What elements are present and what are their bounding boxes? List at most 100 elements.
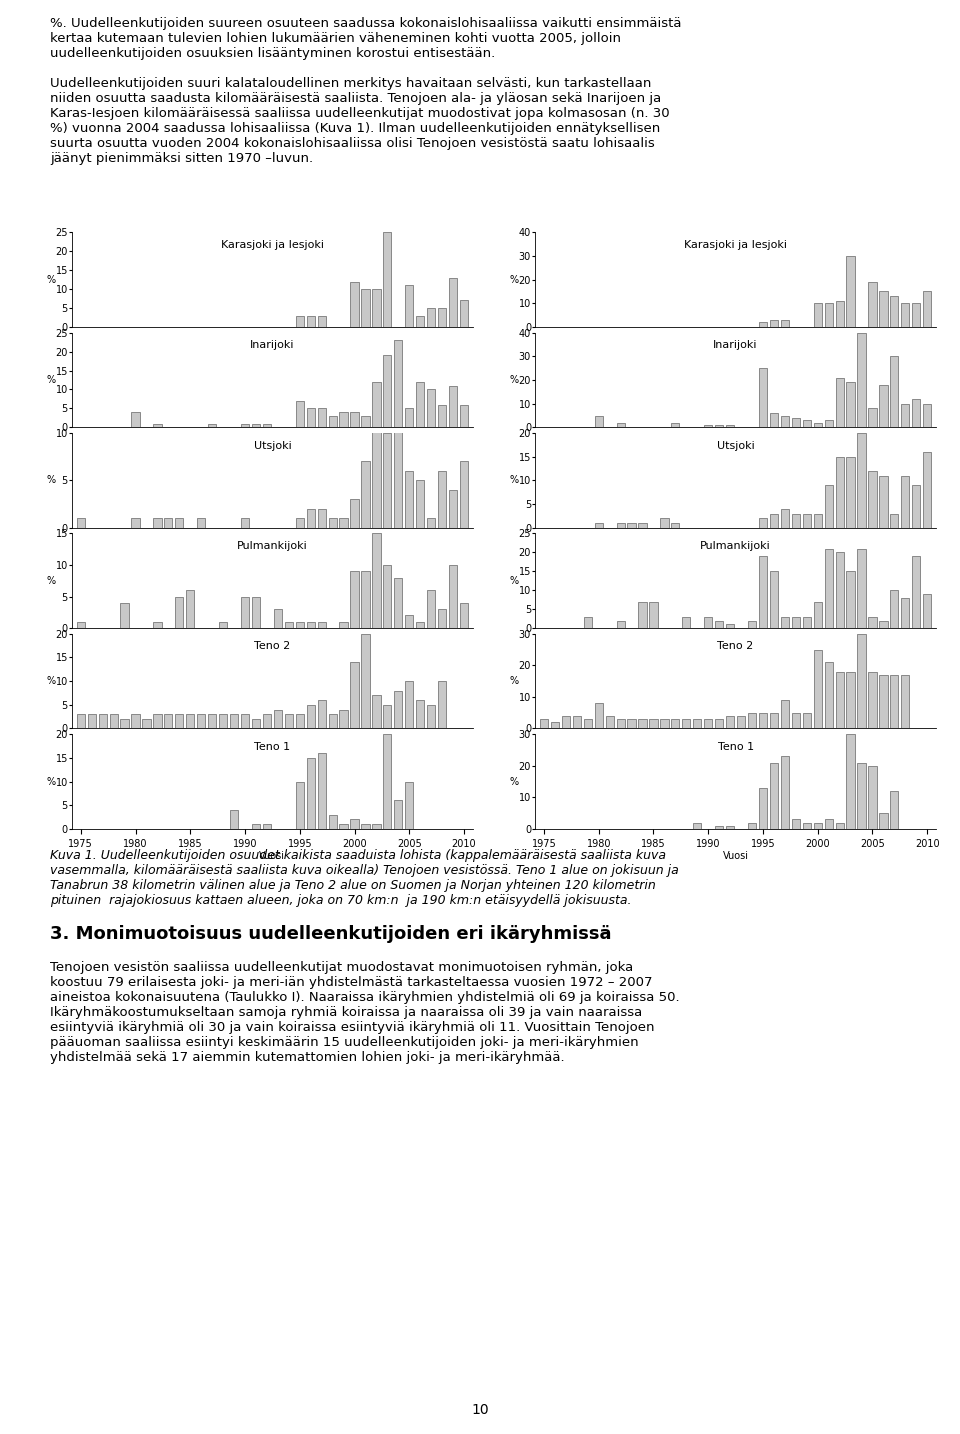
Bar: [770, 413, 778, 427]
Bar: [296, 622, 304, 628]
Bar: [660, 718, 668, 728]
Bar: [318, 509, 325, 528]
Bar: [879, 291, 888, 327]
Bar: [460, 462, 468, 528]
Bar: [770, 571, 778, 628]
Bar: [748, 713, 756, 728]
Bar: [890, 513, 899, 528]
Bar: [318, 753, 325, 829]
Bar: [780, 416, 789, 427]
Bar: [383, 565, 392, 628]
Bar: [296, 518, 304, 528]
Bar: [318, 622, 325, 628]
Bar: [748, 621, 756, 628]
Text: 3. Monimuotoisuus uudelleenkutijoiden eri ikäryhmissä: 3. Monimuotoisuus uudelleenkutijoiden er…: [50, 925, 612, 944]
Bar: [77, 518, 84, 528]
Bar: [438, 404, 446, 427]
Bar: [383, 232, 392, 327]
Bar: [912, 485, 921, 528]
Bar: [748, 823, 756, 829]
Bar: [361, 634, 370, 728]
Bar: [296, 714, 304, 728]
Bar: [361, 290, 370, 327]
Y-axis label: %: %: [510, 376, 519, 384]
Bar: [924, 452, 931, 528]
Text: %. Uudelleenkutijoiden suureen osuuteen saadussa kokonaislohisaaliissa vaikutti : %. Uudelleenkutijoiden suureen osuuteen …: [50, 17, 682, 165]
Bar: [616, 523, 625, 528]
Bar: [879, 384, 888, 427]
Bar: [660, 518, 668, 528]
Bar: [594, 523, 603, 528]
Bar: [803, 823, 811, 829]
Bar: [416, 622, 424, 628]
Bar: [230, 810, 238, 829]
Bar: [438, 609, 446, 628]
Bar: [616, 718, 625, 728]
Bar: [857, 433, 866, 528]
Bar: [594, 703, 603, 728]
Bar: [154, 518, 161, 528]
Bar: [814, 513, 822, 528]
Text: Teno 2: Teno 2: [717, 641, 754, 651]
Bar: [770, 320, 778, 327]
Bar: [296, 782, 304, 829]
Bar: [803, 617, 811, 628]
Bar: [361, 462, 370, 528]
X-axis label: Vuosi: Vuosi: [259, 852, 285, 862]
Bar: [383, 734, 392, 829]
Bar: [924, 291, 931, 327]
Bar: [372, 695, 380, 728]
Bar: [372, 414, 380, 528]
Y-axis label: %: %: [510, 275, 519, 284]
Bar: [318, 315, 325, 327]
Text: Teno 2: Teno 2: [254, 641, 291, 651]
Y-axis label: %: %: [510, 677, 519, 685]
Bar: [416, 381, 424, 427]
Bar: [726, 826, 734, 829]
Bar: [197, 714, 205, 728]
Bar: [328, 518, 337, 528]
Bar: [814, 650, 822, 728]
Bar: [814, 823, 822, 829]
Bar: [792, 713, 800, 728]
Bar: [594, 416, 603, 427]
Bar: [726, 424, 734, 427]
Bar: [847, 571, 854, 628]
Bar: [562, 716, 570, 728]
Y-axis label: %: %: [510, 476, 519, 485]
Y-axis label: %: %: [47, 275, 56, 284]
Bar: [890, 357, 899, 427]
Text: Utsjoki: Utsjoki: [717, 440, 755, 450]
Y-axis label: %: %: [47, 576, 56, 585]
Bar: [350, 819, 359, 829]
Bar: [924, 404, 931, 427]
Bar: [176, 518, 183, 528]
Bar: [416, 480, 424, 528]
Bar: [208, 714, 216, 728]
Bar: [628, 718, 636, 728]
Bar: [449, 490, 457, 528]
Text: Teno 1: Teno 1: [254, 741, 291, 751]
Bar: [186, 591, 194, 628]
Text: Kuva 1. Uudelleenkutijoiden osuudet kaikista saaduista lohista (kappalemääräises: Kuva 1. Uudelleenkutijoiden osuudet kaik…: [50, 849, 679, 906]
Bar: [704, 617, 712, 628]
Bar: [306, 409, 315, 427]
Bar: [671, 523, 680, 528]
Bar: [154, 714, 161, 728]
Bar: [395, 578, 402, 628]
Bar: [99, 714, 107, 728]
Bar: [584, 617, 592, 628]
Bar: [835, 671, 844, 728]
Bar: [208, 423, 216, 427]
Bar: [263, 423, 271, 427]
Bar: [671, 718, 680, 728]
Bar: [405, 470, 414, 528]
Bar: [726, 716, 734, 728]
Bar: [638, 602, 647, 628]
Bar: [372, 290, 380, 327]
Bar: [197, 518, 205, 528]
Bar: [825, 304, 832, 327]
Bar: [176, 597, 183, 628]
Bar: [120, 718, 129, 728]
Bar: [628, 523, 636, 528]
